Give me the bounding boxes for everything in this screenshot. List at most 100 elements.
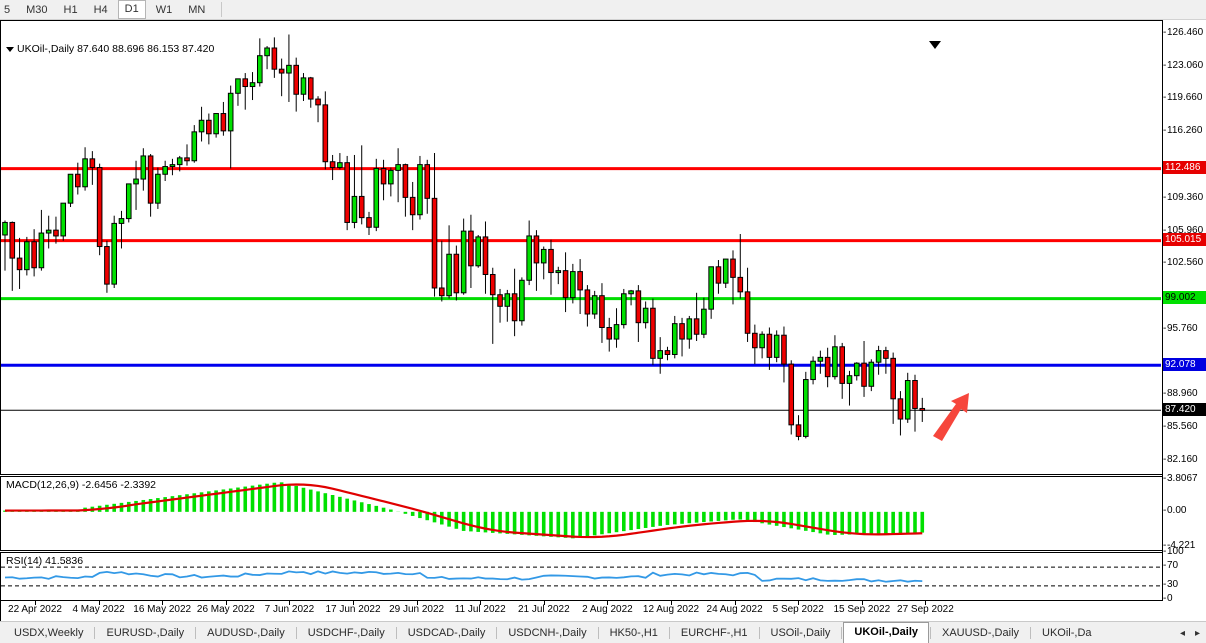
candle xyxy=(351,154,358,229)
rsi-panel[interactable]: RSI(14) 41.5836 xyxy=(0,552,1162,601)
chart-tab-eurusd-daily[interactable]: EURUSD-,Daily xyxy=(106,627,185,639)
tab-nav-prev-icon[interactable]: ◂ xyxy=(1179,627,1185,639)
candlestick-plot[interactable] xyxy=(1,21,1161,474)
tab-divider xyxy=(295,627,297,639)
candle xyxy=(482,221,489,294)
timeframe-button-m30[interactable]: M30 xyxy=(26,3,48,16)
timeframe-button-h4[interactable]: H4 xyxy=(93,3,108,16)
price-tick: -85.560 xyxy=(1163,421,1198,433)
chart-tab-usdchf-daily[interactable]: USDCHF-,Daily xyxy=(307,627,385,639)
candle xyxy=(766,327,773,370)
candle xyxy=(853,362,860,381)
chart-tab-eurchf-h1[interactable]: EURCHF-,H1 xyxy=(680,627,748,639)
candle xyxy=(468,214,474,288)
time-tick xyxy=(861,601,863,605)
candle xyxy=(111,215,118,288)
candle xyxy=(781,326,787,383)
candle xyxy=(577,259,583,315)
price-tick: -82.160 xyxy=(1163,453,1198,465)
candle xyxy=(832,335,838,380)
candle xyxy=(679,317,685,357)
time-tick xyxy=(353,601,354,605)
timeframe-button-d1[interactable]: D1 xyxy=(117,0,146,19)
candle xyxy=(271,37,278,78)
macd-label: MACD(12,26,9) -2.6456 -2.3392 xyxy=(6,479,156,491)
chart-tab-usdx-weekly[interactable]: USDX,Weekly xyxy=(14,627,84,639)
candle xyxy=(67,173,74,208)
candle xyxy=(206,113,212,145)
candle xyxy=(257,38,263,87)
candle xyxy=(162,160,168,181)
candle xyxy=(555,266,562,285)
timeframe-button-mn[interactable]: MN xyxy=(188,3,206,16)
candle xyxy=(919,397,926,422)
macd-plot[interactable] xyxy=(1,477,1161,550)
candle xyxy=(773,330,780,363)
chart-tab-audusd-daily[interactable]: AUDUSD-,Daily xyxy=(207,627,285,639)
timeframe-button-h1[interactable]: H1 xyxy=(63,3,78,16)
chart-top-marker-icon xyxy=(929,41,941,49)
time-tick xyxy=(925,601,927,605)
macd-tick: --4.221 xyxy=(1163,539,1196,551)
chart-tab-hk50-h1[interactable]: HK50-,H1 xyxy=(609,627,658,639)
candle xyxy=(227,85,234,169)
chart-tab-ukoil-daily[interactable]: UKOil-,Daily xyxy=(843,622,929,643)
candle xyxy=(358,145,365,225)
candle xyxy=(169,158,176,176)
candle xyxy=(31,229,37,277)
time-axis[interactable]: 22 Apr 2022 4 May 2022 16 May 2022 26 May 2… xyxy=(0,601,1162,621)
candle xyxy=(460,218,467,295)
time-axis-label: 4 May 2022 xyxy=(72,604,125,615)
candle xyxy=(213,113,219,138)
candle xyxy=(24,236,30,276)
candle xyxy=(417,155,423,220)
candle xyxy=(9,221,16,291)
rsi-tick: -0 xyxy=(1163,593,1173,604)
candle xyxy=(249,72,256,101)
candle xyxy=(861,340,867,397)
chart-tab-xauusd-daily[interactable]: XAUUSD-,Daily xyxy=(942,627,1020,639)
candle xyxy=(2,220,8,271)
time-tick xyxy=(607,601,609,605)
macd-panel[interactable]: MACD(12,26,9) -2.6456 -2.3392 xyxy=(0,476,1162,551)
candle xyxy=(453,245,460,301)
price-tick: -102.560 xyxy=(1163,257,1204,269)
candle xyxy=(286,34,292,102)
timeframe-button-m5[interactable]: 5 xyxy=(4,3,11,16)
rsi-plot[interactable] xyxy=(1,553,1161,600)
price-badge: 99.002 xyxy=(1163,291,1206,305)
candle xyxy=(322,91,329,170)
price-panel[interactable] xyxy=(0,20,1162,475)
candle xyxy=(264,46,270,70)
tab-nav-next-icon[interactable]: ▸ xyxy=(1194,627,1200,639)
candle xyxy=(788,360,795,435)
price-badge: 112.486 xyxy=(1163,161,1206,175)
timeframe-button-w1[interactable]: W1 xyxy=(155,3,173,16)
candle xyxy=(133,160,139,210)
time-tick xyxy=(480,601,482,605)
price-scale[interactable]: -126.460 -123.060 -119.660 -116.260 -109.360… xyxy=(1162,20,1206,604)
candle xyxy=(897,391,904,436)
candle xyxy=(584,285,591,327)
candle xyxy=(75,162,81,195)
chevron-down-icon[interactable] xyxy=(6,46,14,52)
chart-tab-usdcnh-daily[interactable]: USDCNH-,Daily xyxy=(508,627,587,639)
candle xyxy=(606,317,613,352)
chart-tab-usoil-daily[interactable]: USOil-,Daily xyxy=(770,627,831,639)
candle xyxy=(519,277,525,326)
price-tick: -126.460 xyxy=(1163,26,1204,38)
candle xyxy=(904,372,911,423)
chart-tab-ukoil-da[interactable]: UKOil-,Da xyxy=(1042,627,1092,639)
time-tick xyxy=(225,601,227,605)
candle xyxy=(526,220,532,286)
arrow-up-right-annotation xyxy=(933,393,969,441)
time-tick xyxy=(35,601,36,605)
time-axis-label: 2 Aug 2022 xyxy=(582,604,633,615)
chart-tab-usdcad-daily[interactable]: USDCAD-,Daily xyxy=(407,627,486,639)
time-tick xyxy=(289,601,291,605)
candle xyxy=(191,125,198,163)
candle xyxy=(803,371,809,439)
time-tick xyxy=(162,601,164,605)
candle xyxy=(642,301,649,329)
